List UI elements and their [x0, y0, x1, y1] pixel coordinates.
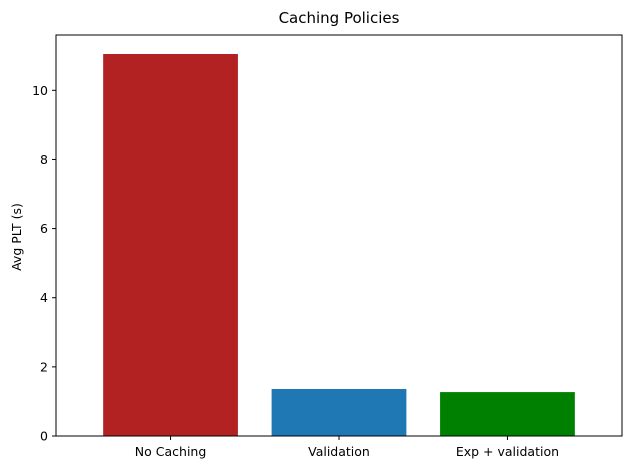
- x-tick-label: Validation: [308, 444, 370, 459]
- y-tick-label: 2: [40, 359, 48, 374]
- y-tick-label: 8: [40, 152, 48, 167]
- plot-frame: [55, 34, 623, 437]
- y-tick-label: 4: [40, 290, 48, 305]
- y-tick-label: 10: [32, 83, 48, 98]
- x-tick-label: No Caching: [135, 444, 206, 459]
- y-ticks-group: 0 2 4 6 8 10: [32, 83, 56, 444]
- bar-no-caching: [103, 54, 238, 436]
- bar-exp-validation: [440, 392, 575, 436]
- y-tick-label: 6: [40, 221, 48, 236]
- bar-validation: [271, 388, 407, 436]
- y-axis-title: Avg PLT (s): [9, 203, 24, 271]
- x-ticks-group: No Caching Validation Exp + validation: [135, 436, 559, 459]
- bars-group: [103, 54, 575, 436]
- x-tick-label: Exp + validation: [456, 444, 559, 459]
- y-tick-label: 0: [40, 429, 48, 444]
- chart-title: Caching Policies: [279, 9, 400, 27]
